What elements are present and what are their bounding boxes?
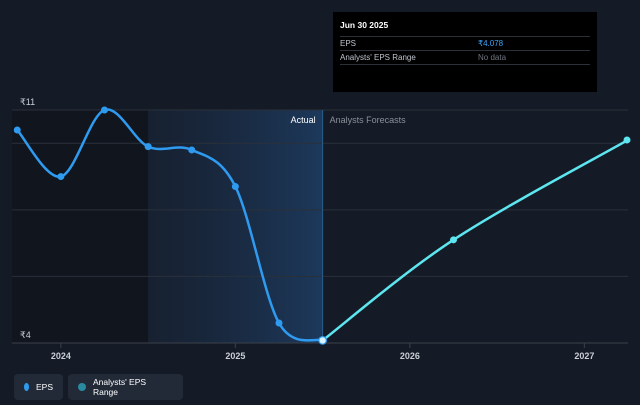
series-points [13, 106, 631, 345]
eps-data-point [188, 146, 196, 154]
eps-data-point [449, 236, 457, 244]
grid-lines [12, 109, 628, 344]
tooltip-range-value: No data [478, 53, 507, 62]
legend-range-label: Analysts' EPS Range [92, 377, 147, 397]
tooltip-range-label: Analysts' EPS Range [340, 53, 416, 62]
tooltip-date: Jun 30 2025 [340, 20, 389, 30]
tooltip-eps-label: EPS [340, 39, 357, 48]
eps-data-point [57, 173, 65, 181]
past-region-shade [12, 110, 149, 343]
eps-data-point [231, 183, 239, 191]
range-dot-icon [78, 383, 86, 391]
tooltip-row-eps: EPS ₹4.078 [340, 36, 590, 50]
legend-item-eps[interactable]: EPS [14, 374, 63, 400]
x-tick-label: 2025 [225, 351, 245, 361]
y-axis: ₹11 ₹4 [20, 97, 35, 340]
x-tick-label: 2024 [51, 351, 71, 361]
eps-actual-line [15, 108, 324, 342]
legend-eps-label: EPS [35, 382, 53, 392]
forecast-label: Analysts Forecasts [330, 115, 407, 125]
eps-data-point [623, 136, 631, 144]
tooltip-eps-value: ₹4.078 [478, 39, 504, 48]
eps-data-point [13, 126, 21, 134]
actual-label: Actual [291, 115, 316, 125]
eps-data-point [275, 319, 283, 327]
x-tick-label: 2026 [400, 351, 420, 361]
eps-data-point [144, 143, 152, 151]
highlight-region [148, 110, 323, 343]
x-axis: 2024 2025 2026 2027 [51, 343, 594, 361]
eps-highlight-point [318, 336, 328, 345]
x-tick-label: 2027 [574, 351, 594, 361]
y-tick-label: ₹11 [20, 97, 35, 107]
y-tick-label: ₹4 [20, 330, 31, 340]
eps-forecast-line [321, 138, 630, 342]
eps-data-point [100, 106, 108, 114]
eps-dot-icon [24, 383, 29, 391]
tooltip: Jun 30 2025 EPS ₹4.078 Analysts' EPS Ran… [333, 12, 597, 92]
legend-item-eps-range[interactable]: Analysts' EPS Range [68, 374, 183, 400]
tooltip-row-range: Analysts' EPS Range No data [340, 50, 590, 65]
